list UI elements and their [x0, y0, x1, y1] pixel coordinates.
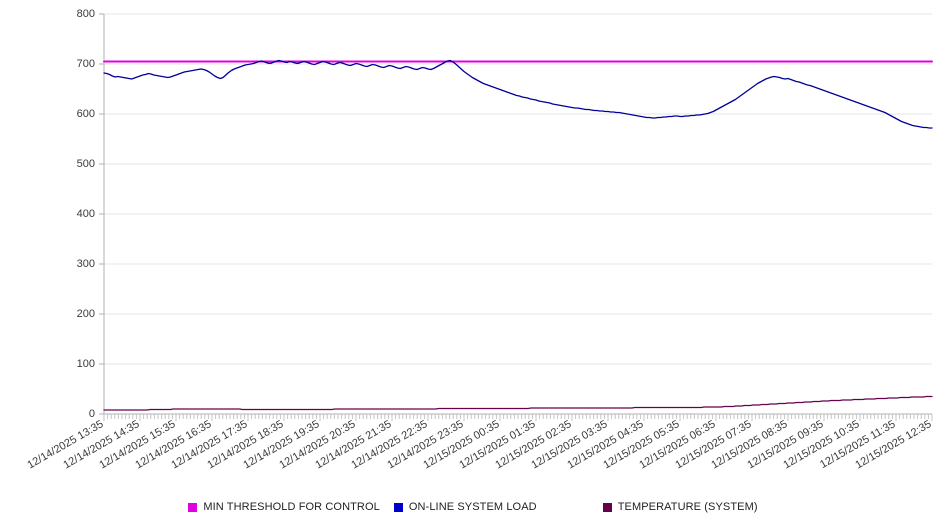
y-axis-tick-label: 100 [77, 358, 95, 370]
y-axis-tick-label: 600 [77, 108, 95, 120]
chart-legend: MIN THRESHOLD FOR CONTROL ON-LINE SYSTEM… [0, 494, 946, 520]
legend-item-temperature-system[interactable]: TEMPERATURE (SYSTEM) [602, 501, 758, 513]
series-layer [103, 59, 933, 411]
y-axis-tick-label: 0 [89, 408, 95, 420]
series-line [103, 395, 933, 411]
legend-item-online-system-load[interactable]: ON-LINE SYSTEM LOAD [393, 501, 537, 513]
legend-label-online-system-load: ON-LINE SYSTEM LOAD [408, 501, 537, 513]
y-axis-tick-label: 800 [77, 8, 95, 20]
y-axis-tick-label: 500 [77, 158, 95, 170]
series-line [103, 59, 933, 129]
legend-label-temperature-system: TEMPERATURE (SYSTEM) [617, 501, 758, 513]
legend-swatch-temperature-system [602, 502, 612, 512]
y-axis-tick-label: 300 [77, 258, 95, 270]
y-axis-tick-label: 200 [77, 308, 95, 320]
x-axis-minor-ticks [103, 414, 933, 421]
legend-item-min-threshold[interactable]: MIN THRESHOLD FOR CONTROL [188, 501, 380, 513]
gridlines [99, 13, 932, 415]
legend-label-min-threshold: MIN THRESHOLD FOR CONTROL [203, 501, 380, 513]
y-axis-tick-labels: 0 100 200 300 400 500 600 700 800 [77, 8, 95, 420]
y-axis-tick-label: 700 [77, 58, 95, 70]
y-axis-tick-label: 400 [77, 208, 95, 220]
legend-swatch-online-system-load [393, 502, 403, 512]
legend-swatch-min-threshold [188, 502, 198, 512]
